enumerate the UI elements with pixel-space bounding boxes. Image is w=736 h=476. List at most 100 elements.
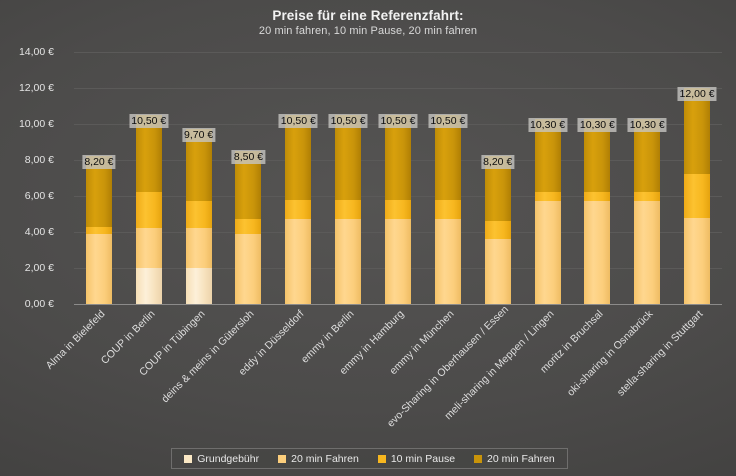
x-axis: Alma in Bielefeld COUP in Berlin COUP in T… xyxy=(44,304,722,434)
legend-item[interactable]: Grundgebühr xyxy=(184,453,259,465)
bar-segment[interactable] xyxy=(534,192,561,202)
bar-segment[interactable] xyxy=(85,233,112,304)
bar-segment[interactable] xyxy=(684,88,711,175)
gridline xyxy=(74,88,722,89)
bar-value-label: 10,30 € xyxy=(577,117,617,132)
bar-segment[interactable] xyxy=(534,201,561,304)
bar-value-label: 8,20 € xyxy=(82,155,116,170)
bar-group[interactable]: 9,70 € xyxy=(174,52,224,304)
y-axis-tick-label: 4,00 € xyxy=(24,226,54,238)
bars-layer: 8,20 € 10,50 € 9,70 € 8,50 € 10,50 € 10,50 € 1… xyxy=(74,52,722,304)
bar-group[interactable]: 10,50 € xyxy=(423,52,473,304)
bar-segment[interactable] xyxy=(85,226,112,234)
legend: Grundgebühr 20 min Fahren 10 min Pause 20 m… xyxy=(171,448,568,469)
bar-segment[interactable] xyxy=(484,239,511,304)
bar-value-label: 9,70 € xyxy=(182,128,216,143)
bar-value-label: 8,50 € xyxy=(231,150,266,164)
bar-segment[interactable] xyxy=(384,115,411,200)
stacked-bar[interactable] xyxy=(235,151,262,304)
bar-group[interactable]: 12,00 € xyxy=(672,52,722,304)
bar-segment[interactable] xyxy=(135,192,162,229)
title-block: Preise für eine Referenzfahrt: 20 min fa… xyxy=(0,7,736,39)
bar-group[interactable]: 10,50 € xyxy=(323,52,373,304)
bar-segment[interactable] xyxy=(584,192,611,202)
stacked-bar[interactable] xyxy=(584,118,611,304)
legend-swatch-icon xyxy=(474,454,483,463)
legend-item[interactable]: 20 min Fahren xyxy=(278,453,359,465)
y-axis-tick-label: 2,00 € xyxy=(24,262,54,274)
bar-value-label: 10,50 € xyxy=(428,114,468,128)
bar-value-label: 10,30 € xyxy=(528,117,568,132)
bar-segment[interactable] xyxy=(185,228,212,268)
bar-value-label: 10,50 € xyxy=(278,114,318,128)
bar-segment[interactable] xyxy=(135,268,162,304)
bar-segment[interactable] xyxy=(235,219,262,234)
bar-group[interactable]: 10,50 € xyxy=(124,52,174,304)
stacked-bar[interactable] xyxy=(534,118,561,304)
y-axis-tick-label: 14,00 € xyxy=(18,46,54,58)
y-axis-tick-label: 0,00 € xyxy=(24,298,54,310)
bar-segment[interactable] xyxy=(285,199,312,220)
legend-swatch-icon xyxy=(377,454,386,463)
y-axis-tick-label: 10,00 € xyxy=(18,118,54,130)
x-axis-line xyxy=(74,304,722,305)
bar-segment[interactable] xyxy=(285,219,312,304)
stacked-bar[interactable] xyxy=(684,88,711,304)
bar-group[interactable]: 8,20 € xyxy=(74,52,124,304)
bar-group[interactable]: 8,50 € xyxy=(224,52,274,304)
bar-segment[interactable] xyxy=(335,219,362,304)
y-axis-tick-label: 6,00 € xyxy=(24,190,54,202)
bar-segment[interactable] xyxy=(235,233,262,304)
bar-group[interactable]: 8,20 € xyxy=(473,52,523,304)
stacked-bar[interactable] xyxy=(634,118,661,304)
bar-segment[interactable] xyxy=(434,115,461,200)
stacked-bar[interactable] xyxy=(85,156,112,304)
stacked-bar[interactable] xyxy=(285,115,312,304)
bar-value-label: 10,50 € xyxy=(328,114,368,128)
bar-group[interactable]: 10,30 € xyxy=(523,52,573,304)
bar-value-label: 10,50 € xyxy=(129,114,169,128)
legend-item[interactable]: 10 min Pause xyxy=(377,452,456,465)
bar-segment[interactable] xyxy=(384,199,411,220)
bar-group[interactable]: 10,30 € xyxy=(622,52,672,304)
bar-segment[interactable] xyxy=(335,199,362,220)
legend-label: 10 min Pause xyxy=(390,452,456,465)
bar-group[interactable]: 10,30 € xyxy=(572,52,622,304)
bar-segment[interactable] xyxy=(434,219,461,304)
bar-segment[interactable] xyxy=(285,115,312,200)
bar-segment[interactable] xyxy=(634,192,661,202)
plot-area: 0,00 € 2,00 € 4,00 € 6,00 € 8,00 € 10,00 € 12,… xyxy=(19,46,722,310)
chart-subtitle: 20 min fahren, 10 min Pause, 20 min fahr… xyxy=(258,25,478,37)
stacked-bar[interactable] xyxy=(335,115,362,304)
stacked-bar[interactable] xyxy=(484,156,511,304)
legend-label: 20 min Fahren xyxy=(291,452,359,465)
bar-segment[interactable] xyxy=(135,228,162,268)
legend-swatch-icon xyxy=(184,454,193,463)
bar-segment[interactable] xyxy=(584,201,611,304)
stacked-bar[interactable] xyxy=(135,115,162,304)
bar-segment[interactable] xyxy=(185,201,212,229)
bar-segment[interactable] xyxy=(634,201,661,304)
legend-item[interactable]: 20 min Fahren xyxy=(474,453,555,465)
bar-segment[interactable] xyxy=(684,217,711,304)
legend-swatch-icon xyxy=(278,454,287,463)
bar-segment[interactable] xyxy=(434,199,461,220)
bar-value-label: 10,30 € xyxy=(627,117,667,132)
legend-label: 20 min Fahren xyxy=(487,452,555,465)
bar-group[interactable]: 10,50 € xyxy=(373,52,423,304)
y-axis-tick-label: 12,00 € xyxy=(18,82,54,94)
bar-group[interactable]: 10,50 € xyxy=(273,52,323,304)
stacked-bar[interactable] xyxy=(185,129,212,304)
chart-title: Preise für eine Referenzfahrt: xyxy=(272,8,464,23)
stacked-bar[interactable] xyxy=(434,115,461,304)
stacked-bar[interactable] xyxy=(384,115,411,304)
legend-label: Grundgebühr xyxy=(197,452,260,465)
bar-value-label: 8,20 € xyxy=(481,155,515,170)
bar-segment[interactable] xyxy=(684,174,711,218)
bar-segment[interactable] xyxy=(384,219,411,304)
bar-segment[interactable] xyxy=(335,115,362,200)
bar-segment[interactable] xyxy=(185,268,212,304)
bar-value-label: 12,00 € xyxy=(677,87,717,101)
bar-segment[interactable] xyxy=(484,221,511,240)
